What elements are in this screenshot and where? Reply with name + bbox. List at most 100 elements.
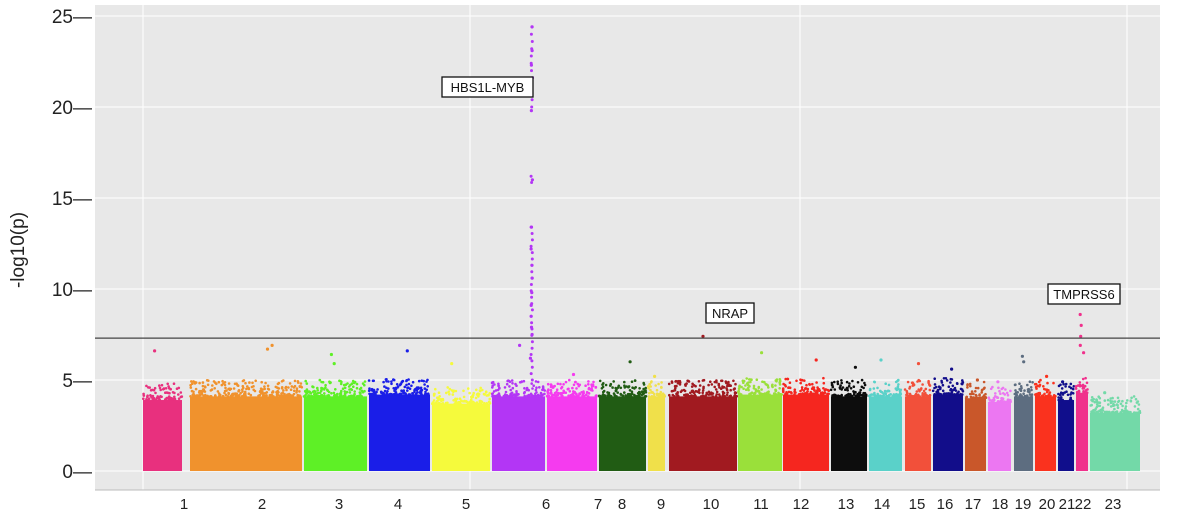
chromosome-7-point [551,393,554,397]
chromosome-10-point [699,395,703,398]
chromosome-4-point [410,384,413,388]
chromosome-4-point [404,392,407,395]
chromosome-4-point [399,382,403,386]
chromosome-17-point [968,382,972,386]
chromosome-2-point [194,387,198,391]
chromosome-5-point [448,392,451,396]
chromosome-7-point [568,378,571,382]
chromosome-15-point [918,379,922,383]
chromosome-16-point [936,388,940,392]
chromosome-4-point [374,393,377,396]
chromosome-17-point [978,393,981,396]
chromosome-2-point [202,388,206,392]
chromosome-2-point [247,392,251,396]
chromosome-17-point [972,396,976,400]
chromosome-2-point [215,382,218,386]
chromosome-10-point [670,380,674,383]
chromosome-3-point [348,391,352,394]
chromosome-2-point [204,393,207,397]
chromosome-23-point [1133,411,1136,415]
chromosome-13-point [840,393,843,397]
peak-point [265,347,270,351]
chromosome-7-point [568,390,572,393]
chromosome-23-point [1129,399,1133,403]
chromosome-11-point [770,384,774,388]
peak-point [879,358,883,362]
chromosome-2-point [288,382,292,385]
chromosome-13-point [845,380,849,384]
chromosome-2-point [213,387,216,390]
chromosome-6-point [523,387,526,390]
chromosome-20-point [1040,395,1043,398]
chromosome-15-point [921,383,924,386]
chromosome-3-point [323,394,326,398]
chromosome-4-point [425,388,429,392]
chromosome-2-point [189,383,192,387]
chromosome-4-point [381,393,385,396]
chromosome-23-point [1129,410,1132,414]
x-tick-label-chr-8: 8 [618,496,626,513]
chromosome-21-point [1063,391,1066,394]
chromosome-2-point [235,395,239,398]
chromosome-18-point [987,396,991,400]
peak-point [1103,391,1107,395]
chromosome-15-point [918,395,921,398]
chromosome-23-point [1119,411,1122,414]
x-tick-label-chr-15: 15 [909,496,926,513]
chromosome-12-point [813,389,816,392]
chromosome-3-point [309,394,313,398]
y-tick-label: 15— [52,189,92,210]
chromosome-4-point [416,391,419,394]
chromosome-15-point [908,385,912,389]
chromosome-13-point [862,394,866,398]
peak-point [530,378,534,382]
chromosome-18-point [1009,389,1012,393]
chromosome-19-point [1015,393,1019,397]
chromosome-6-point [538,386,541,389]
chromosome-17-point [974,386,978,390]
chromosome-14-point [872,387,876,390]
peak-point [1045,374,1049,378]
chromosome-22-point [1074,385,1078,388]
chromosome-3-point [324,383,327,387]
chromosome-3-point [359,391,362,395]
chromosome-12-point [809,391,813,395]
y-tick-label: 5— [62,371,92,392]
chromosome-20-point [1033,382,1037,386]
peak-point [950,367,954,371]
chromosome-4-point [372,388,376,392]
chromosome-4-point [368,392,371,396]
chromosome-2-point [276,382,280,386]
chromosome-23-point [1113,404,1116,407]
x-axis: 1 2 3 4 5 6 7 8 9 10 11 12 13 14 15 16 17 18 19 20 21 22 23 [95,489,1160,513]
peak-point [529,372,533,376]
chromosome-18-point [996,400,1000,403]
chromosome-2-point [244,394,247,398]
peak-point [530,359,534,363]
peak-point [530,270,534,274]
chromosome-16-point [944,377,948,380]
chromosome-3-point [332,391,336,395]
chromosome-2-point [267,388,271,391]
chromosome-12-point [800,378,803,382]
chromosome-14-point [894,380,898,384]
x-tick-label-chr-18: 18 [992,496,1009,513]
chromosome-11-point [744,388,748,392]
peak-point [529,314,533,318]
chromosome-20-point [1047,393,1051,396]
chromosome-5-point [451,393,455,396]
chromosome-3-point [334,388,337,391]
chromosome-14-point [894,394,898,398]
y-axis: 0— 5— 10— 15— 20— 25— [52,7,92,483]
y-tick-label: 10— [52,280,92,301]
chromosome-1-point [169,388,172,391]
chromosome-4-point [406,386,409,390]
chromosome-19-point [1028,390,1031,394]
chromosome-23-point [1107,403,1110,406]
chromosome-14-point [884,392,888,396]
chromosome-22-point [1078,383,1082,387]
chromosome-13-points [829,365,868,471]
peak-point [530,178,535,182]
peak-point [529,54,533,58]
chromosome-7-point [556,382,560,386]
